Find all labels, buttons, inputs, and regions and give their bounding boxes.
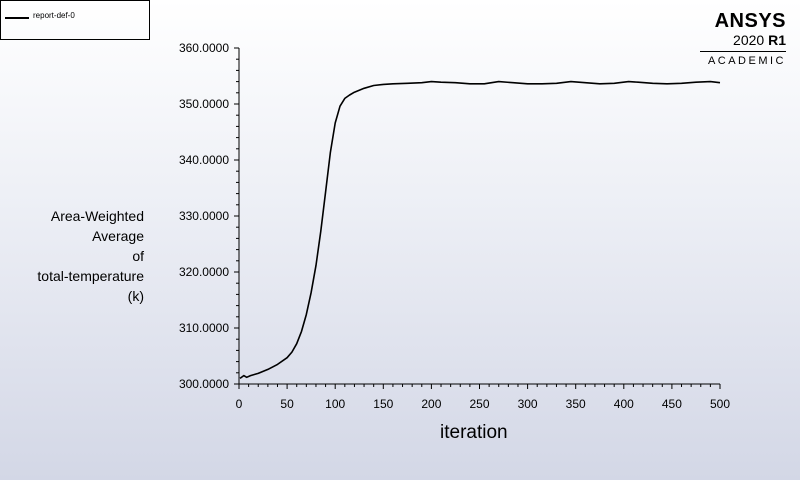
x-tick-label: 400 (614, 397, 634, 411)
logo-version: 2020 R1 (700, 32, 786, 48)
logo-divider (700, 51, 786, 52)
legend-label: report-def-0 (33, 11, 75, 20)
y-tick-label: 360.0000 (179, 41, 229, 55)
ansys-logo: ANSYS 2020 R1 ACADEMIC (700, 10, 786, 67)
y-axis-label-line: total-temperature (37, 268, 144, 284)
legend-box: report-def-0 (0, 0, 150, 40)
y-tick-label: 320.0000 (179, 265, 229, 279)
y-axis-label: Area-Weighted Average of total-temperature (… (20, 206, 144, 306)
x-tick-label: 100 (325, 397, 345, 411)
x-tick-label: 350 (566, 397, 586, 411)
legend-swatch (5, 17, 29, 19)
y-tick-label: 350.0000 (179, 97, 229, 111)
x-tick-label: 200 (421, 397, 441, 411)
y-axis-label-line: of (132, 248, 144, 264)
y-axis-label-line: (k) (127, 288, 144, 304)
x-axis-label: iteration (440, 422, 508, 443)
series-line (239, 80, 721, 380)
y-tick-label: 310.0000 (179, 321, 229, 335)
y-axis-label-line: Average (92, 228, 144, 244)
x-tick-label: 50 (280, 397, 294, 411)
y-tick-label: 340.0000 (179, 153, 229, 167)
x-tick-label: 450 (662, 397, 682, 411)
x-tick-label: 250 (469, 397, 489, 411)
x-tick-label: 150 (373, 397, 393, 411)
y-axis-label-line: Area-Weighted (50, 208, 144, 224)
logo-release: R1 (768, 32, 786, 48)
logo-version-year: 2020 (733, 32, 765, 48)
x-tick-label: 300 (518, 397, 538, 411)
x-tick-label: 500 (710, 397, 730, 411)
logo-name: ANSYS (714, 10, 786, 32)
logo-edition: ACADEMIC (707, 55, 786, 67)
y-tick-label: 330.0000 (179, 209, 229, 223)
y-tick-label: 300.0000 (179, 377, 229, 391)
x-tick-label: 0 (236, 397, 243, 411)
